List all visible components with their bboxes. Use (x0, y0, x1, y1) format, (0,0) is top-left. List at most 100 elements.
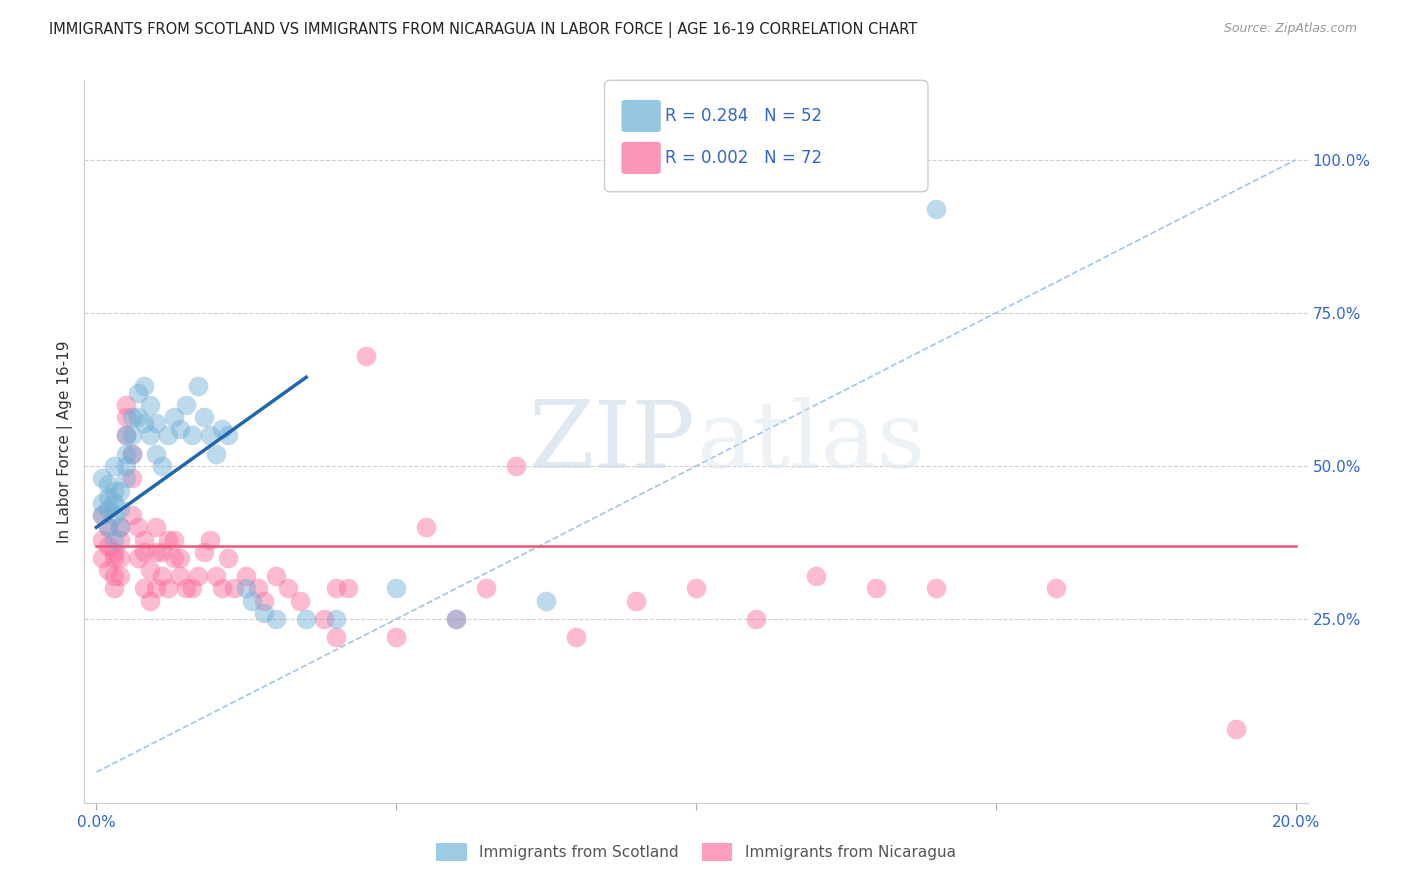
Point (127, 520, 149, 534)
Point (134, 379, 156, 393)
Point (103, 550, 125, 565)
Point (103, 582, 125, 596)
Text: atlas: atlas (696, 397, 925, 486)
Point (181, 582, 204, 596)
Point (264, 569, 287, 583)
Point (97, 502, 120, 516)
Point (804, 569, 827, 583)
Point (193, 410, 215, 425)
Point (187, 569, 209, 583)
Point (91, 508, 114, 522)
Point (103, 483, 125, 498)
Point (385, 631, 408, 645)
Point (115, 428, 138, 442)
Point (200, 428, 222, 442)
Point (97, 539, 120, 553)
Point (354, 349, 377, 363)
Point (139, 593, 162, 607)
Point (127, 410, 149, 425)
Point (181, 428, 204, 442)
Point (115, 458, 138, 473)
Point (505, 458, 527, 473)
Point (264, 612, 287, 626)
Point (475, 582, 498, 596)
Point (253, 593, 276, 607)
Text: R = 0.002   N = 72: R = 0.002 N = 72 (665, 149, 823, 167)
Text: ZIP: ZIP (529, 397, 696, 486)
Point (134, 582, 156, 596)
Point (1225, 723, 1247, 737)
Point (110, 533, 132, 547)
Legend: Immigrants from Scotland, Immigrants from Nicaragua: Immigrants from Scotland, Immigrants fro… (430, 837, 962, 867)
Point (277, 582, 299, 596)
Point (110, 502, 132, 516)
Point (290, 593, 312, 607)
Text: Source: ZipAtlas.com: Source: ZipAtlas.com (1223, 22, 1357, 36)
Point (240, 593, 263, 607)
Point (187, 379, 209, 393)
Point (925, 582, 948, 596)
Point (157, 582, 180, 596)
Point (91, 471, 114, 485)
Point (115, 471, 138, 485)
Point (103, 569, 125, 583)
Point (1045, 582, 1067, 596)
Point (145, 447, 167, 461)
Point (169, 550, 191, 565)
Point (110, 550, 132, 565)
Point (134, 416, 156, 430)
Point (444, 612, 467, 626)
Point (174, 398, 197, 412)
Point (115, 447, 138, 461)
Point (121, 508, 143, 522)
Point (325, 631, 347, 645)
Point (145, 520, 167, 534)
Point (91, 508, 114, 522)
Point (745, 612, 768, 626)
Point (174, 582, 197, 596)
Point (224, 582, 246, 596)
Point (97, 520, 120, 534)
Point (115, 428, 138, 442)
Point (103, 496, 125, 510)
Point (134, 533, 156, 547)
Point (91, 496, 114, 510)
Point (200, 533, 222, 547)
Point (103, 533, 125, 547)
Point (103, 508, 125, 522)
Point (150, 545, 173, 559)
Y-axis label: In Labor Force | Age 16-19: In Labor Force | Age 16-19 (58, 340, 73, 543)
Point (295, 612, 318, 626)
Point (217, 428, 239, 442)
Point (150, 569, 173, 583)
Point (565, 631, 588, 645)
Point (145, 582, 167, 596)
Point (314, 612, 336, 626)
Point (139, 398, 162, 412)
Point (110, 483, 132, 498)
Point (139, 563, 162, 577)
Point (134, 545, 156, 559)
Point (150, 458, 173, 473)
Point (97, 477, 120, 491)
Text: R = 0.284   N = 52: R = 0.284 N = 52 (665, 107, 823, 125)
Point (385, 582, 408, 596)
Point (235, 569, 257, 583)
Point (325, 582, 347, 596)
Point (163, 550, 186, 565)
Point (157, 533, 180, 547)
Point (205, 447, 228, 461)
Point (127, 550, 149, 565)
Point (925, 202, 948, 216)
Point (91, 550, 114, 565)
Point (325, 612, 347, 626)
Point (624, 593, 647, 607)
Point (444, 612, 467, 626)
Point (163, 410, 186, 425)
Text: IMMIGRANTS FROM SCOTLAND VS IMMIGRANTS FROM NICARAGUA IN LABOR FORCE | AGE 16-19: IMMIGRANTS FROM SCOTLAND VS IMMIGRANTS F… (49, 22, 918, 38)
Point (865, 582, 887, 596)
Point (121, 428, 143, 442)
Point (97, 563, 120, 577)
Point (685, 582, 707, 596)
Point (121, 471, 143, 485)
